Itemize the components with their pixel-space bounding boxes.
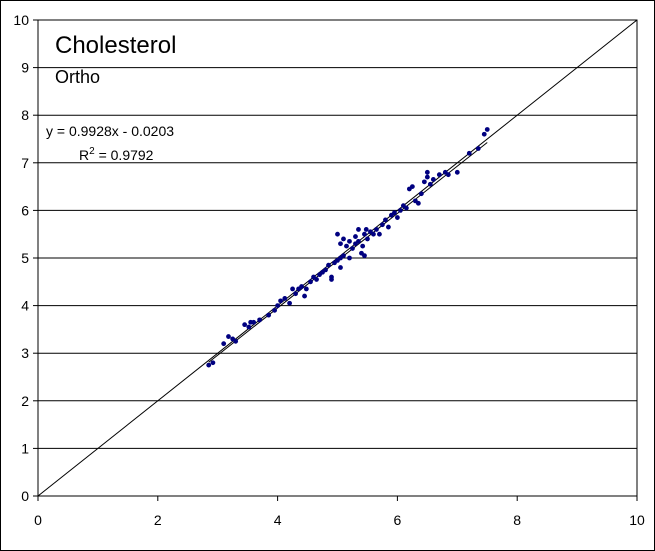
- r-squared-value: = 0.9792: [95, 147, 154, 163]
- data-point: [424, 174, 430, 180]
- data-point: [466, 150, 472, 156]
- data-point: [386, 224, 391, 230]
- data-point: [356, 227, 361, 232]
- data-point: [248, 319, 254, 325]
- data-point: [275, 303, 280, 308]
- data-point: [299, 284, 304, 289]
- data-point: [371, 231, 376, 237]
- data-point: [226, 334, 231, 339]
- data-points: [206, 127, 490, 368]
- chart-title: Cholesterol: [55, 32, 176, 59]
- data-point: [481, 131, 487, 137]
- data-point: [347, 255, 352, 261]
- data-point: [344, 243, 349, 249]
- data-point: [287, 300, 292, 306]
- data-point: [397, 208, 403, 213]
- data-point: [380, 222, 385, 228]
- r-squared-exponent: 2: [89, 146, 95, 157]
- data-point: [454, 169, 460, 175]
- data-point: [436, 172, 442, 178]
- data-point: [210, 360, 216, 366]
- data-point: [418, 191, 424, 197]
- data-point: [302, 293, 307, 299]
- y-tick-label: 6: [21, 202, 29, 218]
- data-point: [415, 200, 421, 206]
- data-point: [338, 241, 343, 247]
- y-tick-label: 1: [21, 440, 29, 456]
- data-point: [424, 169, 430, 175]
- data-point: [293, 291, 298, 297]
- x-tick-label: 10: [629, 512, 645, 528]
- trendline: [208, 142, 488, 363]
- data-point: [278, 298, 283, 304]
- y-tick-label: 2: [21, 393, 29, 409]
- data-point: [308, 279, 313, 285]
- data-point: [363, 227, 369, 232]
- trendline-equation: y = 0.9928x - 0.0203: [46, 123, 174, 139]
- data-point: [374, 227, 379, 232]
- x-tick-label: 0: [34, 512, 42, 528]
- data-point: [403, 205, 409, 211]
- data-point: [484, 127, 490, 132]
- data-point: [347, 238, 352, 244]
- y-tick-label: 10: [13, 12, 29, 28]
- y-tick-label: 4: [21, 298, 29, 314]
- data-point: [360, 243, 366, 249]
- data-point: [421, 179, 427, 185]
- data-point: [314, 277, 319, 282]
- data-point: [242, 322, 248, 328]
- data-point: [395, 215, 400, 220]
- r-squared-symbol: R: [79, 147, 89, 163]
- data-point: [326, 262, 331, 268]
- y-tick-label: 5: [21, 250, 29, 266]
- data-point: [430, 177, 436, 182]
- y-tick-label: 9: [21, 60, 29, 76]
- data-point: [233, 338, 239, 344]
- data-point: [206, 362, 212, 368]
- data-point: [329, 274, 334, 280]
- data-point: [290, 286, 295, 292]
- x-tick-label: 8: [513, 512, 521, 528]
- x-tick-label: 6: [394, 512, 402, 528]
- data-point: [303, 286, 309, 292]
- data-point: [392, 210, 397, 216]
- data-point: [409, 184, 415, 190]
- axes: 0 1 2 3 4 5 6 7 8 9 10 0 2 4 6 8 10: [13, 12, 645, 528]
- data-point: [257, 317, 263, 323]
- y-tick-label: 0: [21, 488, 29, 504]
- y-tick-label: 8: [21, 107, 29, 123]
- data-point: [272, 307, 278, 313]
- r-squared-label: R2 = 0.9792: [79, 146, 154, 163]
- data-point: [350, 246, 355, 251]
- data-point: [338, 265, 343, 270]
- y-tick-label: 3: [21, 345, 29, 361]
- chart-subtitle: Ortho: [55, 67, 100, 87]
- data-point: [365, 236, 370, 242]
- data-point: [383, 217, 388, 223]
- data-point: [335, 231, 340, 237]
- x-tick-label: 4: [274, 512, 282, 528]
- data-point: [282, 296, 288, 301]
- y-tick-label: 7: [21, 155, 29, 171]
- data-point: [266, 312, 272, 318]
- data-point: [221, 341, 227, 347]
- data-point: [356, 238, 361, 244]
- data-point: [341, 253, 346, 259]
- data-point: [377, 231, 382, 237]
- data-point: [362, 231, 367, 237]
- data-point: [353, 234, 358, 239]
- data-point: [445, 172, 451, 178]
- data-point: [427, 181, 433, 187]
- data-point: [246, 324, 252, 330]
- data-point: [323, 267, 328, 273]
- data-point: [362, 253, 367, 259]
- data-point: [475, 146, 481, 151]
- x-tick-label: 2: [154, 512, 162, 528]
- data-point: [341, 236, 346, 242]
